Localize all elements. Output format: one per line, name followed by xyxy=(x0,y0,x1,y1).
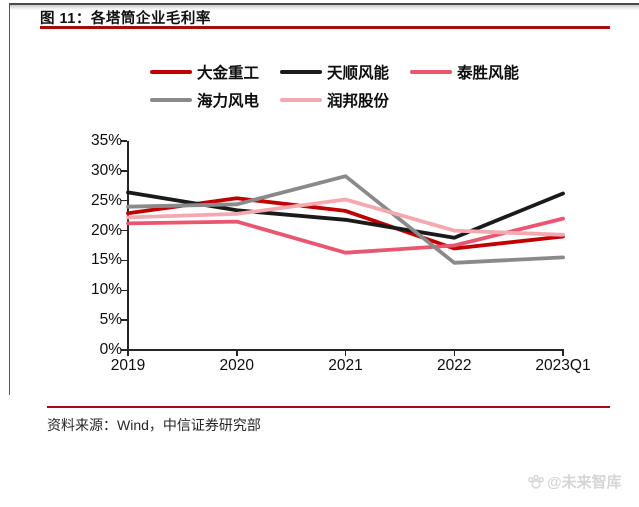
legend-item-5: 润邦股份 xyxy=(280,89,389,111)
y-axis-tick-label: 0% xyxy=(99,341,122,358)
y-axis-tick xyxy=(121,349,127,351)
x-axis-tick xyxy=(236,351,238,356)
legend-swatch xyxy=(150,70,192,74)
y-axis-tick-label: 15% xyxy=(90,251,122,269)
chart-line-series-3 xyxy=(126,216,565,255)
y-axis-tick xyxy=(121,199,127,202)
legend-label: 天顺风能 xyxy=(327,65,390,82)
legend-swatch xyxy=(410,70,453,74)
legend-swatch xyxy=(280,70,323,74)
y-axis-tick-label: 25% xyxy=(90,191,122,209)
y-axis-tick xyxy=(121,229,127,232)
watermark: @未来智库 xyxy=(527,471,622,492)
figure-top-border-shadow xyxy=(9,5,639,10)
legend-item-4: 海力风电 xyxy=(150,89,259,111)
legend-item-2: 天顺风能 xyxy=(280,61,389,83)
y-axis-tick-label: 20% xyxy=(90,221,122,239)
legend-label: 大金重工 xyxy=(197,65,260,82)
x-axis-tick-label: 2023Q1 xyxy=(535,357,591,374)
y-axis-tick xyxy=(121,319,127,321)
x-axis-tick xyxy=(344,351,347,356)
y-axis-tick xyxy=(121,259,127,262)
y-axis-tick xyxy=(121,140,127,142)
legend-label: 润邦股份 xyxy=(327,93,390,110)
x-axis-tick xyxy=(453,351,455,356)
y-axis-tick xyxy=(121,170,127,172)
legend-item-1: 大金重工 xyxy=(150,61,259,83)
legend-swatch xyxy=(280,98,323,102)
figure-title: 图 11：各塔筒企业毛利率 xyxy=(40,11,211,27)
title-underline-rule xyxy=(40,26,610,29)
legend-label: 泰胜风能 xyxy=(457,65,520,82)
source-divider-rule xyxy=(47,406,610,408)
x-axis-tick-label: 2020 xyxy=(219,357,254,374)
figure-top-border xyxy=(9,3,639,5)
x-axis-tick-label: 2019 xyxy=(110,357,146,374)
figure-left-border xyxy=(9,3,10,395)
y-axis-tick-label: 35% xyxy=(90,132,122,149)
x-axis-tick-label: 2021 xyxy=(328,357,363,374)
x-axis-line xyxy=(127,349,564,351)
y-axis-line xyxy=(127,141,129,356)
y-axis-tick-label: 10% xyxy=(90,281,122,299)
chart-line-series-5 xyxy=(126,197,565,237)
y-axis-tick-label: 30% xyxy=(90,161,122,179)
plot-area xyxy=(126,174,565,265)
y-axis-tick-label: 5% xyxy=(99,311,122,329)
watermark-text: @未来智库 xyxy=(547,474,622,491)
legend-label: 海力风电 xyxy=(197,93,260,110)
legend-item-3: 泰胜风能 xyxy=(410,61,519,83)
source-attribution: 资料来源：Wind，中信证券研究部 xyxy=(47,417,261,433)
x-axis-tick-label: 2022 xyxy=(437,357,472,374)
legend-swatch xyxy=(150,98,192,102)
paw-logo-icon xyxy=(528,474,544,489)
y-axis-tick xyxy=(121,289,127,292)
chart-legend-row-2: 海力风电 润邦股份 xyxy=(150,89,410,111)
chart-legend-row-1: 大金重工 天顺风能 泰胜风能 xyxy=(150,61,540,83)
x-axis-tick xyxy=(562,351,564,356)
chart-line-series-4 xyxy=(126,174,565,265)
